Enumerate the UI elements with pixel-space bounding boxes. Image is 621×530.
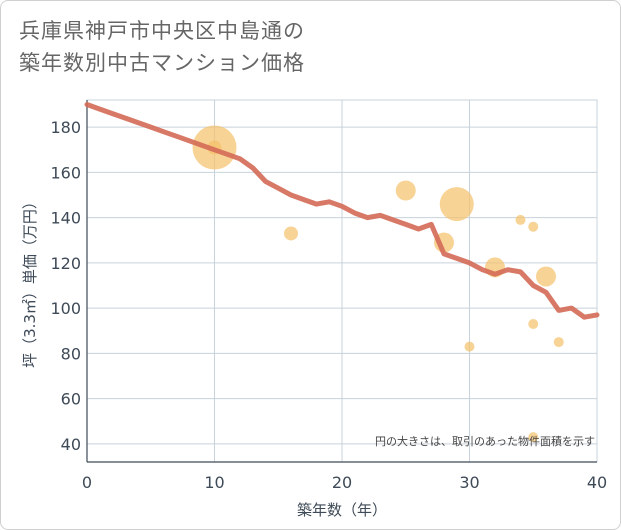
x-tick-label: 0	[82, 473, 92, 492]
x-axis-title: 築年数（年）	[297, 501, 387, 519]
y-tick-label: 40	[61, 435, 81, 454]
trend-line	[84, 102, 600, 320]
data-bubble	[553, 337, 564, 348]
data-bubble	[515, 214, 526, 225]
y-axis-title: 坪（3.3㎡）単価（万円）	[21, 194, 39, 368]
data-bubble	[284, 226, 298, 241]
y-tick-label: 80	[61, 344, 81, 363]
x-tick-label: 30	[459, 473, 479, 492]
chart-title: 兵庫県神戸市中央区中島通の 築年数別中古マンション価格	[19, 19, 305, 75]
y-tick-label: 180	[50, 118, 81, 137]
bubble-size-note: 円の大きさは、取引のあった物件面積を示す	[375, 434, 595, 448]
data-bubble	[464, 341, 475, 352]
y-tick-label: 160	[50, 163, 81, 182]
x-tick-label: 20	[332, 473, 352, 492]
x-tick-label: 40	[587, 473, 607, 492]
data-bubble	[536, 266, 556, 287]
data-bubble	[528, 318, 539, 329]
y-tick-label: 100	[50, 299, 81, 318]
data-bubble	[528, 221, 539, 232]
y-tick-label: 60	[61, 390, 81, 409]
y-tick-label: 140	[50, 209, 81, 228]
data-bubble	[528, 432, 539, 443]
data-bubble	[395, 180, 416, 201]
x-tick-label: 10	[204, 473, 224, 492]
y-tick-label: 120	[50, 254, 81, 273]
data-bubble	[439, 187, 474, 222]
